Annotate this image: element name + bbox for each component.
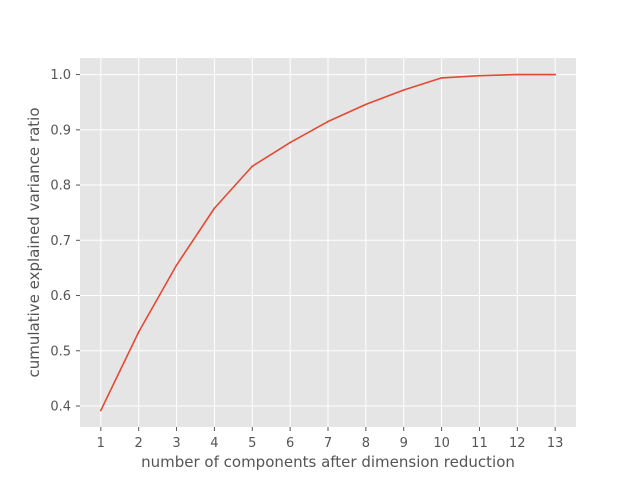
data-point [478, 74, 481, 77]
x-tick-label: 13 [547, 436, 564, 451]
y-axis-label: cumulative explained variance ratio [25, 108, 43, 378]
y-tick-label: 0.6 [50, 289, 71, 304]
data-point [440, 76, 443, 79]
x-tick-label: 9 [400, 436, 408, 451]
x-tick-label: 6 [286, 436, 294, 451]
y-tick-label: 0.9 [50, 123, 71, 138]
y-tick-label: 0.4 [50, 400, 71, 415]
x-tick-label: 1 [97, 436, 105, 451]
data-point [364, 103, 367, 106]
x-tick-label: 4 [210, 436, 218, 451]
data-point [554, 73, 557, 76]
y-tick-label: 0.7 [50, 234, 71, 249]
y-tick-label: 0.5 [50, 344, 71, 359]
y-tick-label: 0.8 [50, 179, 71, 194]
x-tick-label: 3 [172, 436, 180, 451]
x-tick-label: 5 [248, 436, 256, 451]
data-point [289, 141, 292, 144]
x-tick-label: 7 [324, 436, 332, 451]
data-point [327, 120, 329, 123]
x-tick-label: 12 [509, 436, 526, 451]
ticks: 1 2 3 4 5 6 7 8 9 10 11 12 130.40.50.60.70.80.91.0 [50, 68, 563, 451]
x-tick-label: 10 [433, 436, 450, 451]
series-layer [99, 73, 557, 412]
data-point [137, 331, 140, 333]
data-point [213, 207, 216, 210]
y-tick-label: 1.0 [50, 68, 71, 83]
data-point [99, 409, 102, 412]
data-point [175, 264, 178, 267]
data-point [251, 165, 254, 168]
x-axis-label: number of components after dimension red… [141, 453, 515, 471]
x-tick-label: 11 [471, 436, 488, 451]
data-point [516, 73, 519, 76]
x-tick-label: 2 [135, 436, 143, 451]
x-tick-label: 8 [362, 436, 370, 451]
data-point [402, 89, 405, 91]
